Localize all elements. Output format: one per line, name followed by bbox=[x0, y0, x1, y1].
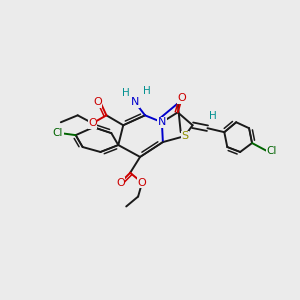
Text: N: N bbox=[131, 98, 139, 107]
Text: H: H bbox=[143, 85, 151, 96]
Text: O: O bbox=[116, 178, 125, 188]
Text: Cl: Cl bbox=[267, 146, 277, 156]
Text: O: O bbox=[177, 94, 186, 103]
Text: O: O bbox=[88, 118, 97, 128]
Text: O: O bbox=[138, 178, 146, 188]
Text: N: N bbox=[158, 117, 166, 127]
Text: Cl: Cl bbox=[53, 128, 63, 138]
Text: H: H bbox=[122, 88, 130, 98]
Text: S: S bbox=[181, 131, 188, 141]
Text: H: H bbox=[208, 111, 216, 121]
Text: O: O bbox=[93, 98, 102, 107]
